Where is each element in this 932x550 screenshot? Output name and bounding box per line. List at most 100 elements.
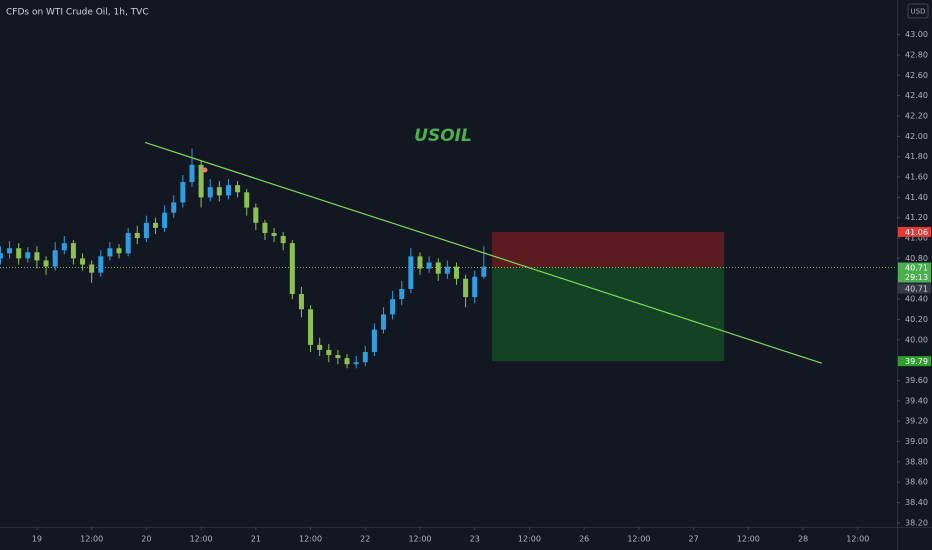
- candle-body: [353, 362, 359, 365]
- x-tick-label: 12:00: [846, 535, 869, 544]
- candle-body: [444, 266, 450, 274]
- candle-body: [171, 202, 177, 213]
- candle-body: [308, 309, 314, 345]
- x-tick-label: 22: [360, 535, 370, 544]
- candle-body: [280, 236, 286, 244]
- axes: 38.20 38.40 38.60 38.80 39.00 39.20 39.40 39.60…: [32, 30, 931, 544]
- candle-body: [390, 299, 396, 315]
- candle-body: [435, 262, 441, 274]
- candle-body: [417, 256, 423, 269]
- y-tick-label: 41.00: [905, 234, 928, 243]
- candle-body: [216, 187, 222, 196]
- x-tick-label: 26: [579, 535, 589, 544]
- candle-body: [235, 185, 241, 193]
- candle-body: [0, 253, 3, 259]
- candle-body: [463, 278, 469, 298]
- y-tick-label: 38.40: [905, 498, 928, 507]
- candle-body: [125, 232, 131, 254]
- candle-body: [98, 256, 104, 273]
- x-tick-label: 21: [251, 535, 261, 544]
- candle-body: [189, 164, 195, 183]
- candle-body: [116, 248, 122, 254]
- currency-button[interactable]: [907, 3, 929, 19]
- candle-body: [180, 182, 186, 203]
- candle-body: [289, 243, 295, 295]
- x-tick-label: 20: [141, 535, 151, 544]
- candle-body: [481, 266, 487, 277]
- stop-price-label: 41.06: [905, 228, 928, 237]
- x-tick-label: 12:00: [190, 535, 213, 544]
- candle-body: [271, 232, 277, 237]
- trendline: [144, 141, 822, 364]
- candle-body: [244, 192, 250, 208]
- candle-body: [225, 185, 231, 196]
- target-zone: [492, 267, 725, 362]
- candle-body: [426, 262, 432, 269]
- stop-zone: [492, 231, 725, 268]
- x-tick-label: 23: [470, 535, 480, 544]
- candle-body: [134, 232, 140, 239]
- target-price-label-box: [898, 356, 931, 367]
- x-tick-label: 12:00: [80, 535, 103, 544]
- entry-price-label-box: [898, 283, 931, 294]
- y-tick-label: 40.00: [905, 335, 928, 344]
- x-tick-label: 28: [798, 535, 808, 544]
- countdown-label: 29:13: [905, 273, 928, 282]
- candle-body: [262, 222, 268, 233]
- y-tick-label: 40.20: [905, 315, 928, 324]
- x-tick-label: 27: [689, 535, 699, 544]
- y-tick-label: 41.40: [905, 193, 928, 202]
- candle-body: [89, 264, 95, 273]
- x-tick-label: 12:00: [627, 535, 650, 544]
- candle-body: [43, 260, 49, 267]
- candle-body: [198, 164, 204, 198]
- y-tick-label: 39.20: [905, 417, 928, 426]
- y-tick-label: 40.40: [905, 295, 928, 304]
- candle-body: [16, 248, 22, 259]
- x-tick-label: 12:00: [737, 535, 760, 544]
- y-tick-label: 39.00: [905, 437, 928, 446]
- y-tick-label: 42.00: [905, 132, 928, 141]
- x-tick-label: 12:00: [299, 535, 322, 544]
- candle-body: [344, 358, 350, 365]
- candle-body: [80, 258, 86, 265]
- y-tick-label: 42.20: [905, 111, 928, 120]
- candle-body: [34, 252, 40, 261]
- candle-body: [381, 314, 387, 330]
- candle-body: [298, 294, 304, 310]
- y-tick-label: 39.60: [905, 376, 928, 385]
- y-tick-label: 38.80: [905, 457, 928, 466]
- candle-body: [107, 248, 113, 257]
- candle-body: [61, 243, 67, 251]
- candle-body: [335, 355, 341, 359]
- last-price-box: [898, 262, 931, 283]
- stop-price-label-box: [898, 226, 931, 237]
- candle-body: [326, 349, 332, 356]
- y-tick-label: 38.60: [905, 478, 928, 487]
- chart-title: CFDs on WTI Crude Oil, 1h, TVC: [6, 8, 149, 18]
- candle-body: [408, 256, 414, 289]
- candle-body: [70, 243, 76, 259]
- marker-dot: [202, 167, 208, 173]
- candle-body: [453, 266, 459, 279]
- entry-price-label: 40.71: [905, 285, 928, 294]
- y-tick-label: 42.80: [905, 50, 928, 59]
- x-tick-label: 12:00: [408, 535, 431, 544]
- candle-body: [7, 248, 13, 254]
- candle-body: [25, 252, 31, 259]
- candle-body: [152, 222, 159, 228]
- target-price-label: 39.79: [905, 357, 928, 366]
- y-tick-label: 38.20: [905, 518, 928, 527]
- candle-body: [472, 276, 478, 298]
- candle-body: [162, 212, 168, 228]
- y-tick-label: 40.80: [905, 254, 928, 263]
- y-tick-label: 41.80: [905, 152, 928, 161]
- y-tick-label: 39.40: [905, 396, 928, 405]
- last-price-label: 40.71: [905, 264, 928, 273]
- currency-label[interactable]: USD: [911, 8, 926, 16]
- candle-body: [371, 329, 377, 353]
- candle-body: [253, 207, 259, 223]
- candle-body: [207, 187, 213, 198]
